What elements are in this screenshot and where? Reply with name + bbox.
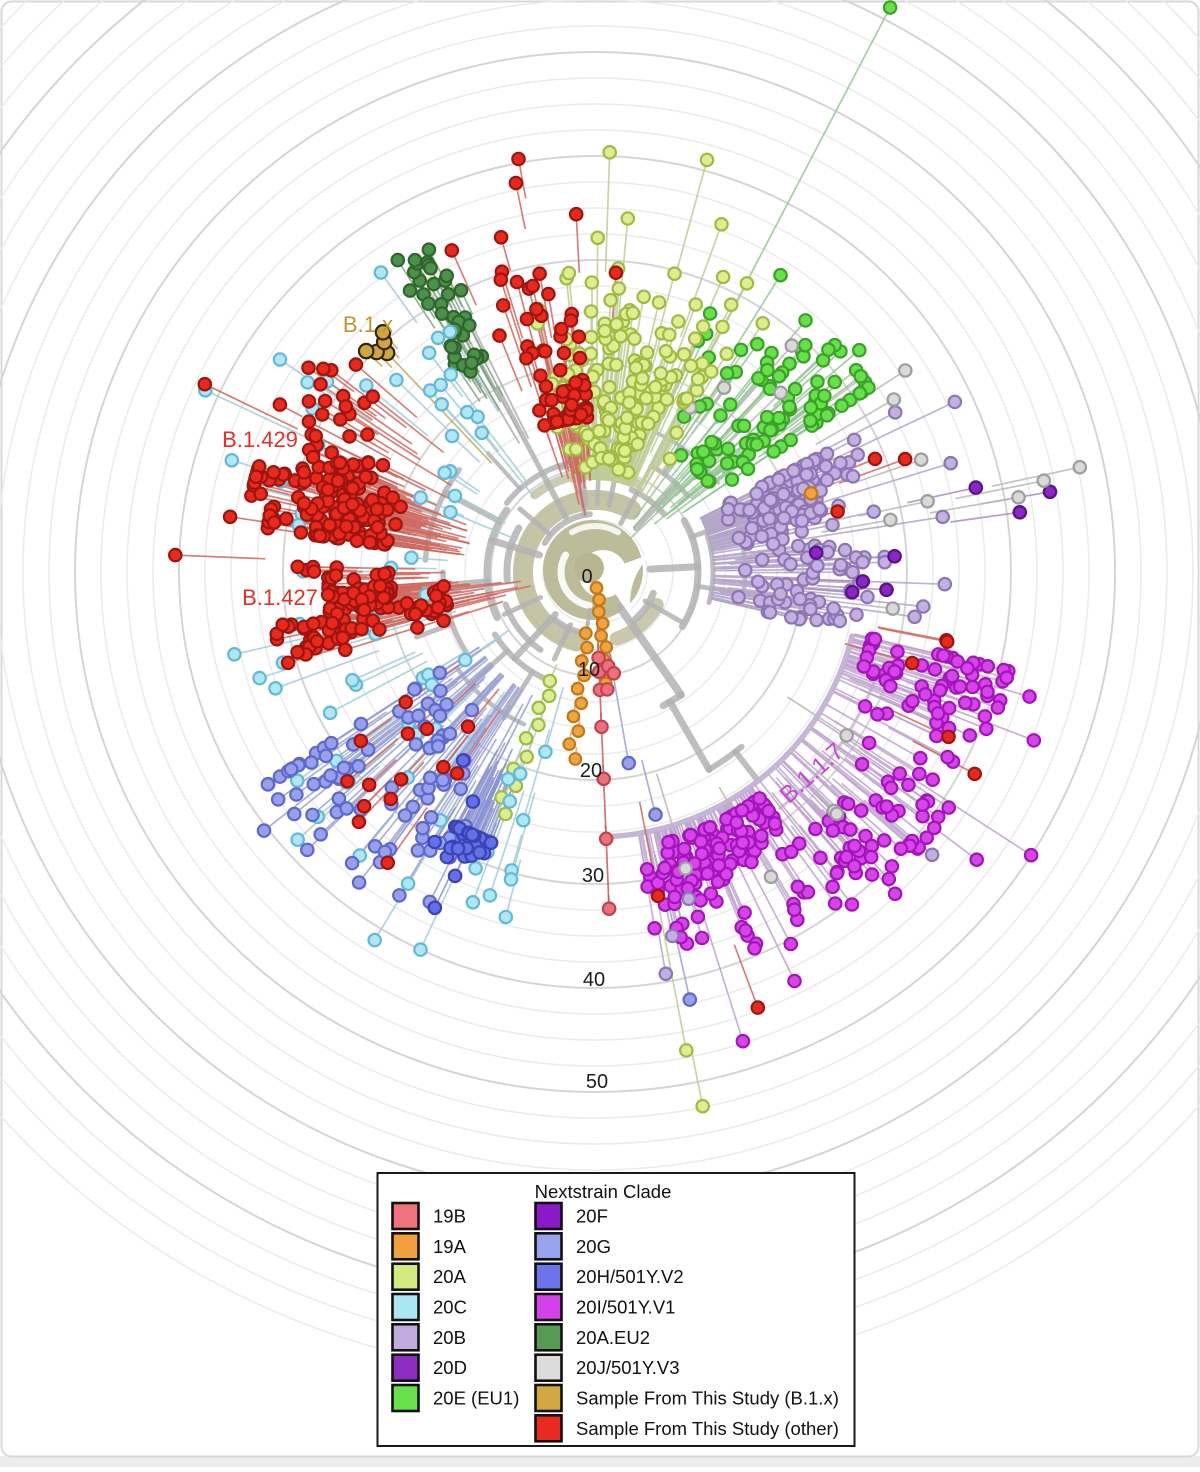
svg-text:20F: 20F xyxy=(576,1206,608,1227)
svg-text:20A: 20A xyxy=(433,1266,467,1287)
svg-text:20I/501Y.V1: 20I/501Y.V1 xyxy=(576,1297,675,1318)
svg-text:0: 0 xyxy=(581,566,592,588)
svg-text:20A.EU2: 20A.EU2 xyxy=(576,1327,650,1348)
svg-text:10: 10 xyxy=(578,659,600,681)
svg-text:20C: 20C xyxy=(433,1297,467,1318)
svg-text:20J/501Y.V3: 20J/501Y.V3 xyxy=(576,1357,680,1378)
svg-text:Sample From This Study (B.1.x): Sample From This Study (B.1.x) xyxy=(576,1388,839,1409)
svg-text:20E (EU1): 20E (EU1) xyxy=(433,1388,519,1409)
svg-text:B.1.x: B.1.x xyxy=(343,312,393,337)
svg-text:B.1.429: B.1.429 xyxy=(222,427,298,452)
svg-text:20B: 20B xyxy=(433,1327,466,1348)
svg-text:20D: 20D xyxy=(433,1357,467,1378)
svg-text:20H/501Y.V2: 20H/501Y.V2 xyxy=(576,1266,684,1287)
svg-text:50: 50 xyxy=(586,1071,608,1093)
svg-text:19A: 19A xyxy=(433,1236,467,1257)
svg-text:Sample From This Study (other): Sample From This Study (other) xyxy=(576,1418,839,1439)
svg-text:20G: 20G xyxy=(576,1236,611,1257)
svg-text:20: 20 xyxy=(580,760,602,782)
svg-text:19B: 19B xyxy=(433,1206,466,1227)
svg-text:Nextstrain Clade: Nextstrain Clade xyxy=(535,1181,672,1202)
svg-text:40: 40 xyxy=(583,969,605,991)
svg-text:30: 30 xyxy=(582,865,604,887)
svg-text:B.1.427: B.1.427 xyxy=(242,585,318,610)
